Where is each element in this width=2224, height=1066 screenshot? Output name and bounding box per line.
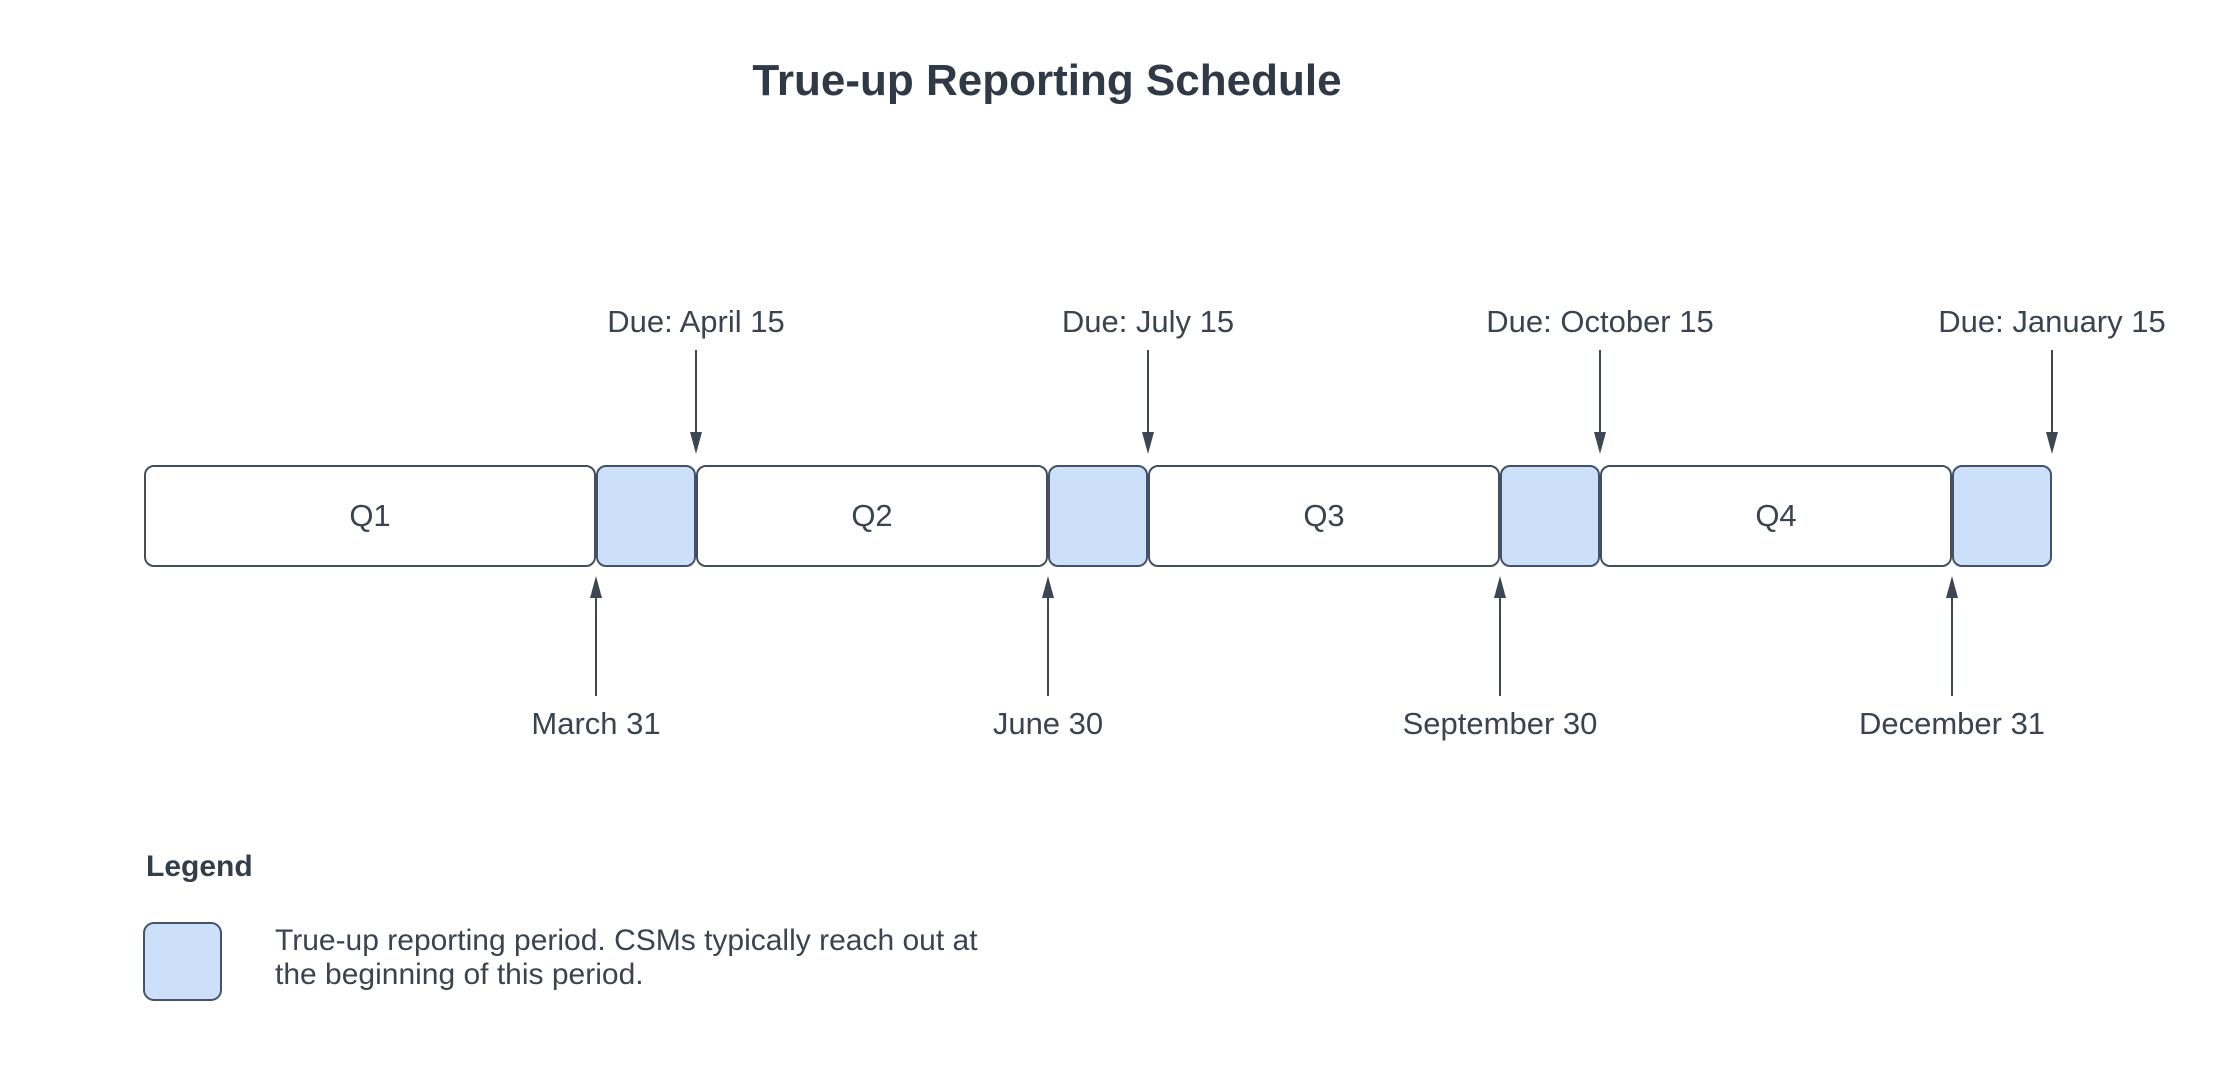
quarter-end-marker-q3: September 30 — [1280, 576, 1720, 744]
quarter-end-label: December 31 — [1858, 706, 2046, 741]
up-arrow-icon — [1494, 576, 1506, 696]
trueup-period-swatch — [143, 922, 222, 1001]
due-marker-q1: Due: April 15 — [476, 302, 916, 454]
down-arrow-icon — [1142, 350, 1154, 454]
up-arrow-icon — [1946, 576, 1958, 696]
down-arrow-icon — [1594, 350, 1606, 454]
quarter-label: Q3 — [1303, 498, 1345, 533]
quarter-end-label: March 31 — [531, 706, 661, 741]
due-date-label: Due: January 15 — [1938, 304, 2166, 339]
quarter-label: Q2 — [851, 498, 893, 533]
due-date-label: Due: July 15 — [1061, 304, 1235, 339]
legend-description-line: the beginning of this period. — [275, 958, 644, 991]
trueup-period-segment — [596, 465, 696, 567]
quarter-segment-q4: Q4 — [1600, 465, 1952, 567]
quarter-segment-q1: Q1 — [144, 465, 596, 567]
quarter-segment-q2: Q2 — [696, 465, 1048, 567]
timeline-bar: Q1 Q2 Q3 Q4 — [144, 465, 2052, 567]
quarter-end-label: September 30 — [1402, 706, 1598, 741]
quarter-label: Q4 — [1755, 498, 1797, 533]
legend-description-line: True-up reporting period. CSMs typically… — [275, 924, 978, 957]
due-date-label: Due: October 15 — [1486, 304, 1714, 339]
up-arrow-icon — [1042, 576, 1054, 696]
due-marker-q3: Due: October 15 — [1380, 302, 1820, 454]
quarter-segment-q3: Q3 — [1148, 465, 1500, 567]
trueup-period-segment — [1952, 465, 2052, 567]
trueup-period-segment — [1500, 465, 1600, 567]
down-arrow-icon — [2046, 350, 2058, 454]
page-title: True-up Reporting Schedule — [752, 56, 1342, 105]
trueup-period-segment — [1048, 465, 1148, 567]
legend-heading: Legend — [146, 850, 253, 883]
due-date-label: Due: April 15 — [607, 304, 785, 339]
due-marker-q4: Due: January 15 — [1832, 302, 2224, 454]
legend-description: True-up reporting period. CSMs typically… — [275, 924, 978, 992]
quarter-end-marker-q4: December 31 — [1732, 576, 2172, 744]
quarter-label: Q1 — [349, 498, 391, 533]
quarter-end-marker-q2: June 30 — [828, 576, 1268, 744]
quarter-end-label: June 30 — [992, 706, 1104, 741]
due-marker-q2: Due: July 15 — [928, 302, 1368, 454]
down-arrow-icon — [690, 350, 702, 454]
quarter-end-marker-q1: March 31 — [376, 576, 816, 744]
up-arrow-icon — [590, 576, 602, 696]
